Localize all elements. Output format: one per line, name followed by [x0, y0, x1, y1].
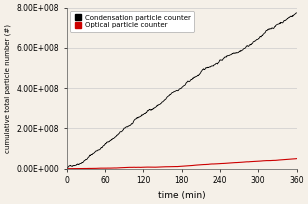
Y-axis label: cumulative total particle number (#): cumulative total particle number (#) [4, 24, 11, 153]
Optical particle counter [65, 167, 68, 170]
Condensation particle counter [65, 167, 68, 170]
Optical particle counter [128, 166, 132, 169]
Condensation particle counter [295, 12, 298, 14]
Condensation particle counter [116, 134, 120, 136]
Condensation particle counter [209, 65, 213, 68]
Condensation particle counter [93, 151, 96, 154]
Condensation particle counter [128, 124, 132, 126]
Optical particle counter [65, 167, 69, 170]
Line: Optical particle counter: Optical particle counter [67, 159, 297, 169]
Optical particle counter [69, 167, 73, 170]
X-axis label: time (min): time (min) [158, 191, 205, 200]
Legend: Condensation particle counter, Optical particle counter: Condensation particle counter, Optical p… [70, 11, 194, 32]
Optical particle counter [116, 167, 120, 169]
Condensation particle counter [216, 62, 220, 64]
Optical particle counter [295, 157, 298, 160]
Optical particle counter [210, 163, 213, 165]
Condensation particle counter [69, 165, 73, 167]
Line: Condensation particle counter: Condensation particle counter [67, 13, 297, 169]
Optical particle counter [93, 167, 97, 170]
Optical particle counter [216, 163, 220, 165]
